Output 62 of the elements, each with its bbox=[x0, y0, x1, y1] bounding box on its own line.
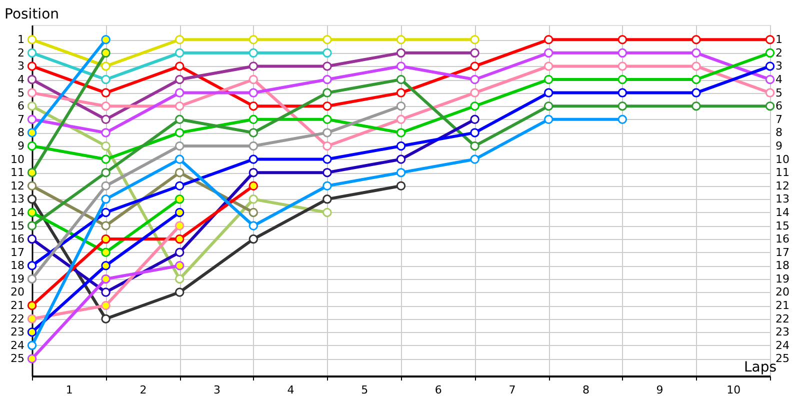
x-tick-label: 2 bbox=[140, 384, 147, 396]
y-tick-label: 17 bbox=[10, 246, 24, 259]
y-tick-label: 5 bbox=[18, 86, 24, 100]
y2-tick-label: 14 bbox=[776, 206, 790, 219]
y-tick-label: 22 bbox=[10, 312, 24, 326]
y-tick-label: 4 bbox=[18, 73, 24, 86]
y2-tick-label: 11 bbox=[776, 166, 790, 180]
y-tick-label: 14 bbox=[10, 206, 24, 219]
y-tick-label: 19 bbox=[10, 272, 24, 286]
y2-tick-label: 20 bbox=[776, 286, 790, 299]
y-tick-label: 13 bbox=[10, 192, 24, 206]
y-tick-label: 11 bbox=[10, 166, 24, 180]
y-tick-label: 10 bbox=[10, 152, 24, 166]
y2-tick-label: 6 bbox=[776, 100, 782, 113]
y-tick-label: 21 bbox=[10, 299, 24, 312]
x-tick-label: 5 bbox=[361, 384, 368, 396]
y-tick-label: 23 bbox=[10, 326, 24, 339]
y-tick-label: 3 bbox=[18, 60, 24, 73]
x-tick-label: 6 bbox=[434, 384, 442, 396]
y-tick-label: 8 bbox=[18, 126, 24, 140]
y-tick-label: 12 bbox=[10, 179, 24, 192]
y2-tick-label: 13 bbox=[776, 192, 790, 206]
y-tick-label: 6 bbox=[18, 100, 24, 113]
y2-tick-label: 15 bbox=[776, 219, 790, 232]
y-tick-label: 18 bbox=[10, 259, 24, 272]
y2-tick-label: 2 bbox=[776, 46, 782, 60]
y2-tick-label: 21 bbox=[776, 299, 790, 312]
y2-tick-label: 12 bbox=[776, 179, 790, 192]
y-tick-label: 9 bbox=[18, 139, 24, 152]
y2-tick-label: 16 bbox=[776, 232, 790, 246]
x-tick-label: 3 bbox=[214, 384, 220, 396]
y-tick-label: 2 bbox=[18, 46, 24, 60]
y2-tick-label: 25 bbox=[776, 352, 790, 366]
x-tick-label: 9 bbox=[656, 384, 664, 396]
y2-tick-label: 3 bbox=[776, 60, 782, 73]
x-tick-label: 7 bbox=[508, 384, 516, 396]
y2-tick-label: 22 bbox=[776, 312, 790, 326]
y2-tick-label: 1 bbox=[776, 33, 782, 46]
x-axis-title: Laps bbox=[744, 360, 776, 376]
x-tick-label: 4 bbox=[287, 384, 294, 396]
y2-tick-label: 5 bbox=[776, 86, 782, 100]
y2-tick-label: 19 bbox=[776, 272, 790, 286]
y2-tick-label: 24 bbox=[776, 338, 790, 352]
y2-tick-label: 7 bbox=[776, 112, 782, 126]
y-tick-label: 15 bbox=[10, 219, 24, 232]
y2-tick-label: 10 bbox=[776, 152, 790, 166]
y-tick-label: 7 bbox=[18, 112, 24, 126]
y-tick-label: 16 bbox=[10, 232, 24, 246]
y2-tick-label: 17 bbox=[776, 246, 790, 259]
y-tick-label: 20 bbox=[10, 286, 24, 299]
y2-tick-label: 18 bbox=[776, 259, 790, 272]
y-tick-label: 25 bbox=[10, 352, 24, 366]
y2-tick-label: 8 bbox=[776, 126, 782, 140]
y-tick-label: 24 bbox=[10, 338, 24, 352]
y-axis-title: Position bbox=[4, 6, 60, 22]
y2-tick-label: 23 bbox=[776, 326, 790, 339]
x-tick-label: 8 bbox=[582, 384, 590, 396]
y-tick-label: 1 bbox=[18, 33, 24, 46]
y2-tick-label: 4 bbox=[776, 73, 782, 86]
x-tick-label: 1 bbox=[66, 384, 73, 396]
y2-tick-label: 9 bbox=[776, 139, 782, 152]
x-tick-label: 10 bbox=[726, 384, 741, 396]
